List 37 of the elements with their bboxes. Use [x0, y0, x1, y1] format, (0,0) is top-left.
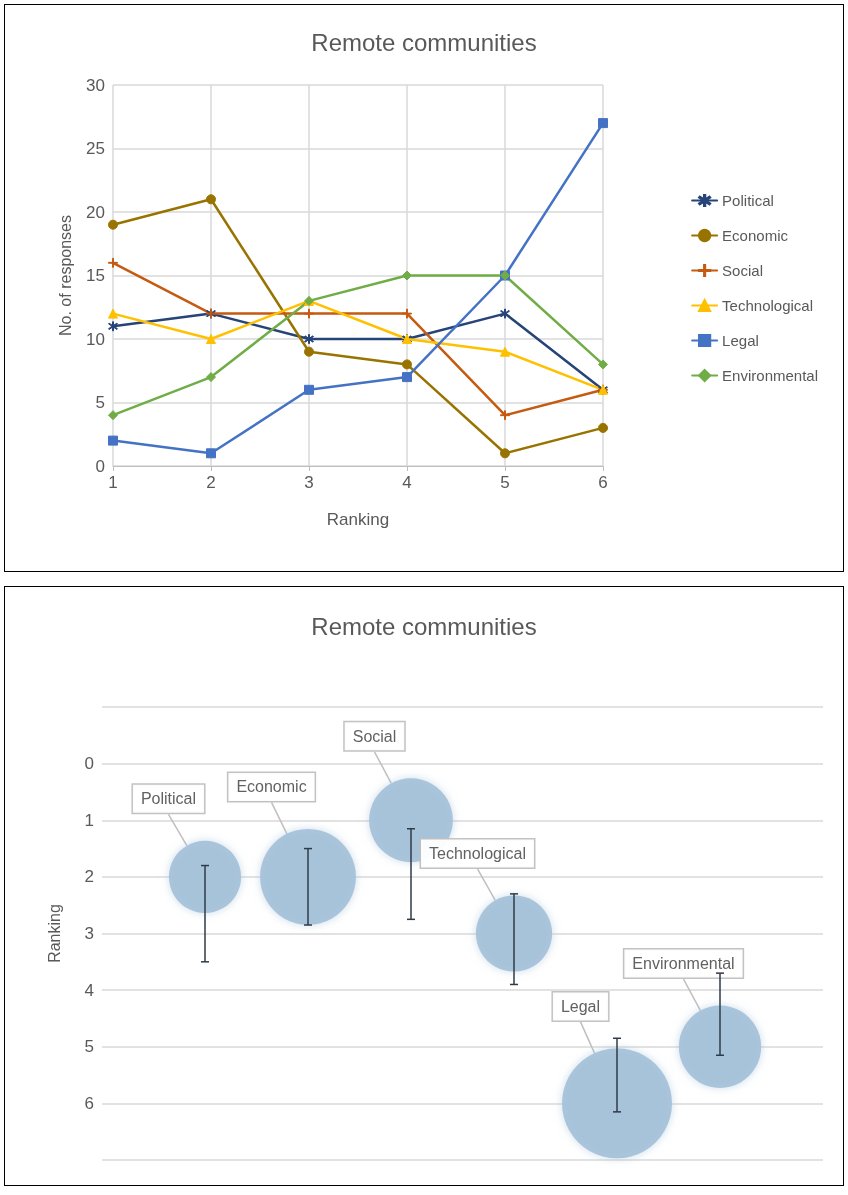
y-tick-label: 0 [95, 456, 105, 476]
legend-label: Political [722, 192, 774, 209]
x-tick-label: 5 [500, 473, 510, 492]
x-tick-label: 6 [598, 473, 608, 492]
y-axis-title: No. of responses [56, 215, 74, 336]
y-tick-label: 30 [86, 75, 105, 95]
chart-title: Remote communities [311, 612, 537, 640]
text: Social [352, 727, 397, 745]
y-tick-label: 3 [84, 924, 94, 943]
y-tick-label: 20 [86, 202, 105, 222]
text: Economic [236, 778, 307, 796]
legend-label: Legal [722, 332, 759, 349]
legend-label: Environmental [722, 367, 819, 384]
y-axis-title: Ranking [45, 904, 63, 963]
text: Technological [429, 844, 526, 862]
x-axis-title: Ranking [326, 510, 390, 529]
y-tick-label: 0 [84, 754, 94, 774]
legend-label: Technological [722, 297, 814, 314]
y-tick-label: 6 [84, 1093, 94, 1113]
y-tick-label: 4 [84, 980, 94, 1000]
x-tick-label: 3 [304, 473, 314, 492]
y-tick-label: 25 [86, 139, 105, 158]
legend-label: Economic [722, 227, 789, 244]
text: Legal [560, 997, 601, 1015]
y-tick-label: 5 [95, 393, 105, 412]
y-tick-label: 10 [86, 329, 105, 349]
y-tick-label: 1 [84, 810, 94, 830]
x-tick-label: 2 [206, 473, 216, 492]
legend-label: Social [722, 262, 763, 279]
x-tick-label: 4 [402, 473, 412, 492]
y-tick-label: 2 [84, 867, 94, 887]
chart-title: Remote communities [311, 28, 537, 56]
text: Environmental [632, 955, 735, 973]
y-tick-label: 15 [86, 266, 105, 285]
y-tick-label: 5 [84, 1037, 94, 1057]
text: Political [140, 790, 197, 808]
x-tick-label: 1 [108, 473, 118, 492]
